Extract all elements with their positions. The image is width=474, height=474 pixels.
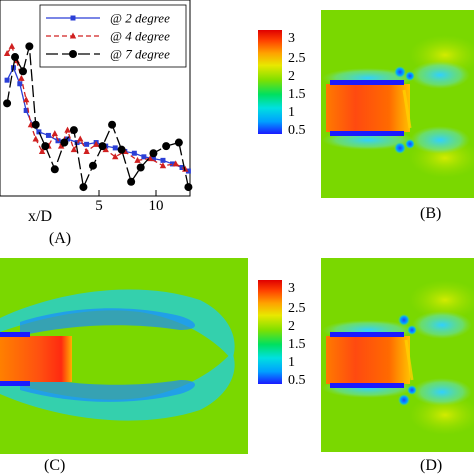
panel-c-jet-core — [0, 336, 72, 382]
cbar-top-tick-1: 1 — [288, 105, 295, 120]
panel-d-contour: (D) — [321, 258, 474, 474]
legend-label-0: @ 2 degree — [110, 11, 170, 26]
cbar-bottom-tick-3: 3 — [288, 281, 295, 296]
series-line-2 — [6, 46, 190, 190]
series-2-point-4 — [31, 120, 40, 129]
caption-d: (D) — [420, 457, 442, 474]
series-0-point-16 — [141, 154, 147, 160]
series-1-point-14 — [83, 147, 90, 154]
cbar-bottom-tick-1: 1 — [288, 355, 295, 370]
series-1-point-12 — [70, 146, 78, 153]
series-2-point-19 — [184, 183, 193, 192]
legend-items: @ 2 degree @ 4 degree @ 7 degree — [46, 11, 170, 62]
series-1-point-10 — [57, 142, 65, 149]
series-1-point-20 — [147, 155, 154, 162]
legend-label-1: @ 4 degree — [110, 29, 170, 44]
series-1-point-19 — [134, 156, 141, 163]
panel-b-jet-core — [326, 84, 410, 132]
series-2-point-11 — [98, 142, 107, 151]
series-0-point-21 — [185, 168, 191, 174]
series-1-point-16 — [102, 146, 109, 153]
legend-marker-0 — [70, 15, 76, 21]
series-2-point-7 — [60, 138, 69, 147]
colorbar-top: 3 2.5 2 1.5 1 0.5 — [258, 30, 306, 138]
series-2-point-6 — [50, 165, 59, 174]
x-tick-label-10: 10 — [149, 198, 164, 214]
series-2-point-15 — [136, 163, 145, 172]
series-1-point-13 — [77, 135, 84, 142]
panel-d-jet-core — [326, 336, 410, 384]
series-2-point-3 — [25, 42, 34, 51]
series-2-point-13 — [117, 145, 126, 154]
cbar-bottom-tick-0.5: 0.5 — [288, 373, 306, 388]
caption-a: (A) — [49, 230, 71, 247]
series-0-point-13 — [112, 145, 118, 151]
cbar-top-tick-0.5: 0.5 — [288, 123, 306, 138]
cbar-top-tick-2: 2 — [288, 69, 295, 84]
series-2-point-10 — [88, 161, 97, 170]
series-0-point-5 — [36, 129, 42, 135]
cbar-bottom-tick-1.5: 1.5 — [288, 337, 306, 352]
colorbar-top-gradient — [258, 30, 282, 134]
series-2-point-16 — [149, 149, 158, 158]
series-0-point-15 — [131, 150, 137, 156]
series-0-point-9 — [74, 140, 80, 146]
series-2-point-12 — [108, 120, 117, 129]
series-1-point-11 — [64, 126, 71, 133]
caption-b: (B) — [420, 205, 441, 222]
legend-marker-1 — [69, 32, 77, 39]
x-axis-label: x/D — [28, 208, 52, 225]
series-0-point-20 — [179, 164, 185, 170]
series-2-point-0 — [3, 99, 12, 108]
panel-a-series-group — [3, 42, 193, 192]
panel-a-legend: @ 2 degree @ 4 degree @ 7 degree — [39, 4, 187, 68]
series-0-point-10 — [84, 141, 90, 147]
series-0-point-2 — [17, 81, 23, 87]
series-2-point-18 — [174, 138, 183, 147]
series-2-point-14 — [127, 177, 136, 186]
series-1-point-3 — [18, 74, 25, 81]
cbar-top-tick-1.5: 1.5 — [288, 87, 306, 102]
series-1-point-9 — [51, 130, 59, 137]
series-2-point-17 — [162, 142, 171, 151]
series-0-point-17 — [150, 156, 156, 162]
series-1-point-7 — [38, 147, 46, 154]
series-1-point-0 — [3, 49, 11, 56]
series-1-point-1 — [8, 42, 16, 49]
series-1-point-22 — [172, 160, 179, 167]
colorbar-bottom-gradient — [258, 280, 282, 384]
series-2-point-1 — [11, 53, 20, 62]
caption-c: (C) — [44, 457, 65, 474]
cbar-top-tick-2.5: 2.5 — [288, 51, 306, 66]
x-tick-label-5: 5 — [95, 198, 103, 214]
series-0-point-18 — [160, 157, 166, 163]
series-1-point-21 — [159, 162, 167, 169]
series-1-point-6 — [32, 135, 39, 142]
series-1-point-17 — [112, 153, 119, 160]
series-0-point-3 — [23, 107, 29, 113]
panel-b-contour: (B) — [321, 10, 474, 222]
legend-marker-2 — [69, 50, 77, 58]
series-2-point-5 — [41, 142, 50, 151]
series-1-point-23 — [182, 165, 189, 172]
series-2-point-8 — [69, 126, 78, 135]
series-0-point-6 — [45, 132, 51, 138]
series-line-1 — [6, 44, 186, 170]
series-2-point-9 — [79, 183, 88, 192]
colorbar-bottom: 3 2.5 2 1.5 1 0.5 — [258, 280, 306, 388]
legend-label-2: @ 7 degree — [110, 47, 170, 62]
cbar-bottom-tick-2.5: 2.5 — [288, 301, 306, 316]
panel-a-chart: @ 2 degree@ 4 degree@ 7 degree 5 10 x/D … — [0, 0, 193, 247]
series-1-point-4 — [22, 96, 30, 103]
series-1-point-15 — [92, 140, 100, 147]
series-0-point-19 — [170, 161, 176, 167]
cbar-bottom-tick-2: 2 — [288, 319, 295, 334]
series-2-point-2 — [18, 67, 27, 76]
panel-c-contour: (C) — [0, 258, 248, 474]
cbar-top-tick-3: 3 — [288, 31, 295, 46]
series-0-point-0 — [4, 77, 10, 83]
